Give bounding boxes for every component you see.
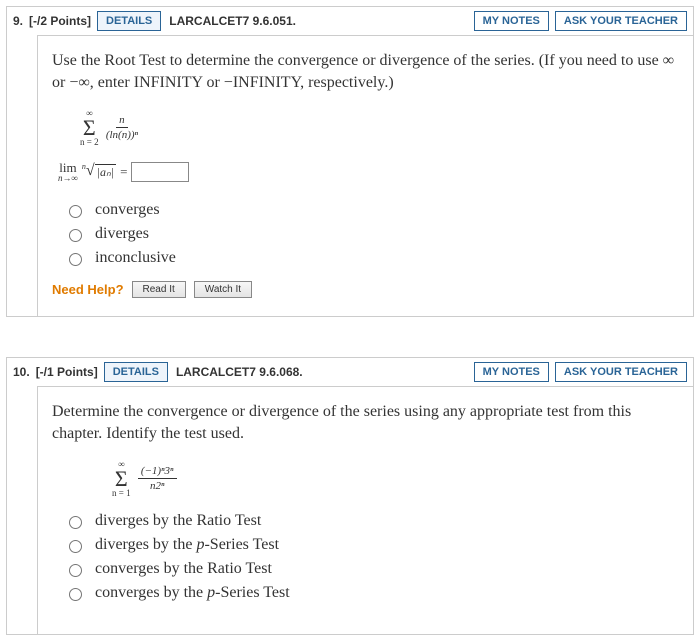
question-9: 9. [-/2 Points] DETAILS LARCALCET7 9.6.0… bbox=[6, 6, 694, 317]
radio-input[interactable] bbox=[69, 253, 82, 266]
series-expression: ∞ Σ n = 1 (−1)ⁿ3ⁿ n2ⁿ bbox=[112, 460, 679, 498]
details-button[interactable]: DETAILS bbox=[97, 11, 161, 31]
option-converges-pseries[interactable]: converges by the p-Series Test bbox=[64, 584, 679, 602]
option-diverges-ratio[interactable]: diverges by the Ratio Test bbox=[64, 512, 679, 530]
option-inconclusive[interactable]: inconclusive bbox=[64, 249, 679, 267]
radio-input[interactable] bbox=[69, 588, 82, 601]
radio-input[interactable] bbox=[69, 564, 82, 577]
option-diverges[interactable]: diverges bbox=[64, 225, 679, 243]
details-button[interactable]: DETAILS bbox=[104, 362, 168, 382]
question-body: Use the Root Test to determine the conve… bbox=[37, 35, 693, 316]
option-converges[interactable]: converges bbox=[64, 201, 679, 219]
question-points: [-/1 Points] bbox=[36, 365, 98, 379]
my-notes-button[interactable]: MY NOTES bbox=[474, 11, 549, 31]
question-header: 9. [-/2 Points] DETAILS LARCALCET7 9.6.0… bbox=[7, 6, 693, 35]
question-number: 9. bbox=[13, 14, 23, 28]
radio-input[interactable] bbox=[69, 540, 82, 553]
question-prompt: Determine the convergence or divergence … bbox=[52, 401, 679, 446]
reference-code: LARCALCET7 9.6.068. bbox=[176, 365, 303, 379]
radio-input[interactable] bbox=[69, 229, 82, 242]
watch-it-button[interactable]: Watch It bbox=[194, 281, 252, 298]
question-prompt: Use the Root Test to determine the conve… bbox=[52, 50, 679, 95]
question-header: 10. [-/1 Points] DETAILS LARCALCET7 9.6.… bbox=[7, 357, 693, 386]
option-diverges-pseries[interactable]: diverges by the p-Series Test bbox=[64, 536, 679, 554]
question-10: 10. [-/1 Points] DETAILS LARCALCET7 9.6.… bbox=[6, 357, 694, 635]
options-group: diverges by the Ratio Test diverges by t… bbox=[64, 512, 679, 602]
ask-teacher-button[interactable]: ASK YOUR TEACHER bbox=[555, 11, 687, 31]
need-help-row: Need Help? Read It Watch It bbox=[52, 281, 679, 298]
my-notes-button[interactable]: MY NOTES bbox=[474, 362, 549, 382]
question-points: [-/2 Points] bbox=[29, 14, 91, 28]
series-expression: ∞ Σ n = 2 n (ln(n))ⁿ bbox=[80, 109, 679, 147]
reference-code: LARCALCET7 9.6.051. bbox=[169, 14, 296, 28]
answer-input[interactable] bbox=[131, 162, 189, 182]
radio-input[interactable] bbox=[69, 516, 82, 529]
question-body: Determine the convergence or divergence … bbox=[37, 386, 693, 634]
radio-input[interactable] bbox=[69, 205, 82, 218]
question-number: 10. bbox=[13, 365, 30, 379]
limit-expression: lim n→∞ n √ |aₙ| = bbox=[58, 161, 679, 183]
ask-teacher-button[interactable]: ASK YOUR TEACHER bbox=[555, 362, 687, 382]
need-help-label: Need Help? bbox=[52, 282, 124, 297]
read-it-button[interactable]: Read It bbox=[132, 281, 186, 298]
option-converges-ratio[interactable]: converges by the Ratio Test bbox=[64, 560, 679, 578]
options-group: converges diverges inconclusive bbox=[64, 201, 679, 267]
